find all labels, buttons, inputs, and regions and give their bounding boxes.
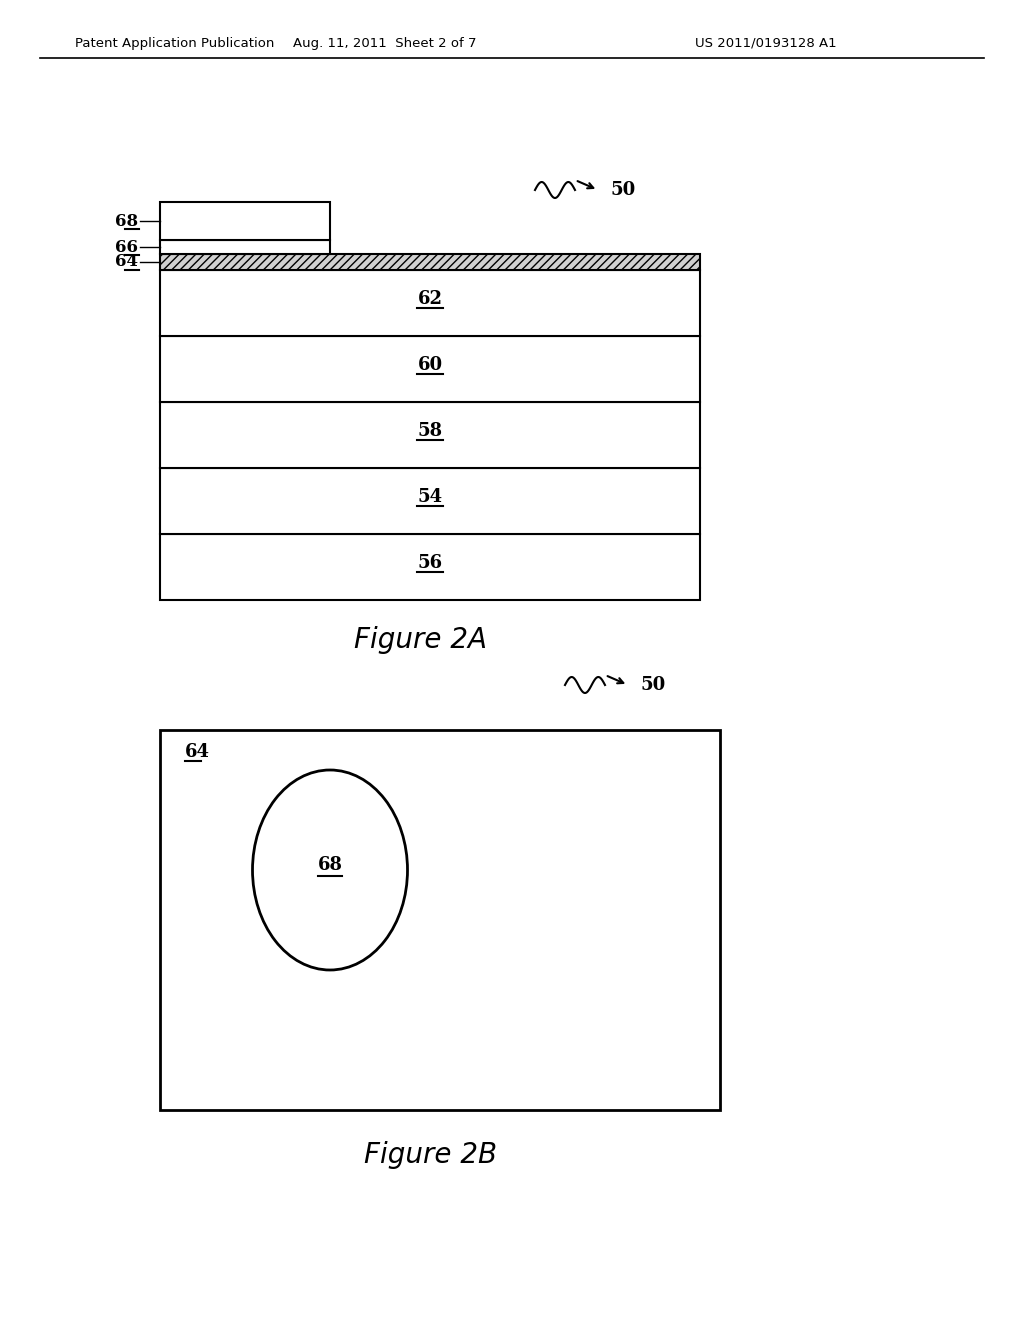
Text: 56: 56 bbox=[418, 554, 442, 572]
Bar bbox=[160, 240, 330, 253]
Text: 66: 66 bbox=[115, 239, 138, 256]
Text: Aug. 11, 2011  Sheet 2 of 7: Aug. 11, 2011 Sheet 2 of 7 bbox=[293, 37, 477, 50]
Text: 68: 68 bbox=[317, 855, 342, 874]
Text: 68: 68 bbox=[115, 213, 138, 230]
Text: 50: 50 bbox=[640, 676, 666, 694]
Text: 50: 50 bbox=[610, 181, 635, 199]
Text: US 2011/0193128 A1: US 2011/0193128 A1 bbox=[695, 37, 837, 50]
Text: 54: 54 bbox=[418, 488, 442, 506]
Bar bbox=[160, 403, 700, 469]
Bar bbox=[160, 202, 330, 240]
Text: 58: 58 bbox=[418, 422, 442, 440]
Bar bbox=[160, 253, 700, 271]
Bar bbox=[160, 535, 700, 601]
Bar bbox=[160, 469, 700, 535]
Text: 64: 64 bbox=[185, 743, 210, 762]
Bar bbox=[160, 730, 720, 1110]
Text: Patent Application Publication: Patent Application Publication bbox=[75, 37, 274, 50]
Ellipse shape bbox=[253, 770, 408, 970]
Text: Figure 2B: Figure 2B bbox=[364, 1140, 497, 1170]
Text: 62: 62 bbox=[418, 290, 442, 308]
Text: 64: 64 bbox=[115, 253, 138, 271]
Text: Figure 2A: Figure 2A bbox=[353, 626, 486, 653]
Bar bbox=[160, 337, 700, 403]
Text: 60: 60 bbox=[418, 356, 442, 374]
Bar bbox=[160, 271, 700, 337]
